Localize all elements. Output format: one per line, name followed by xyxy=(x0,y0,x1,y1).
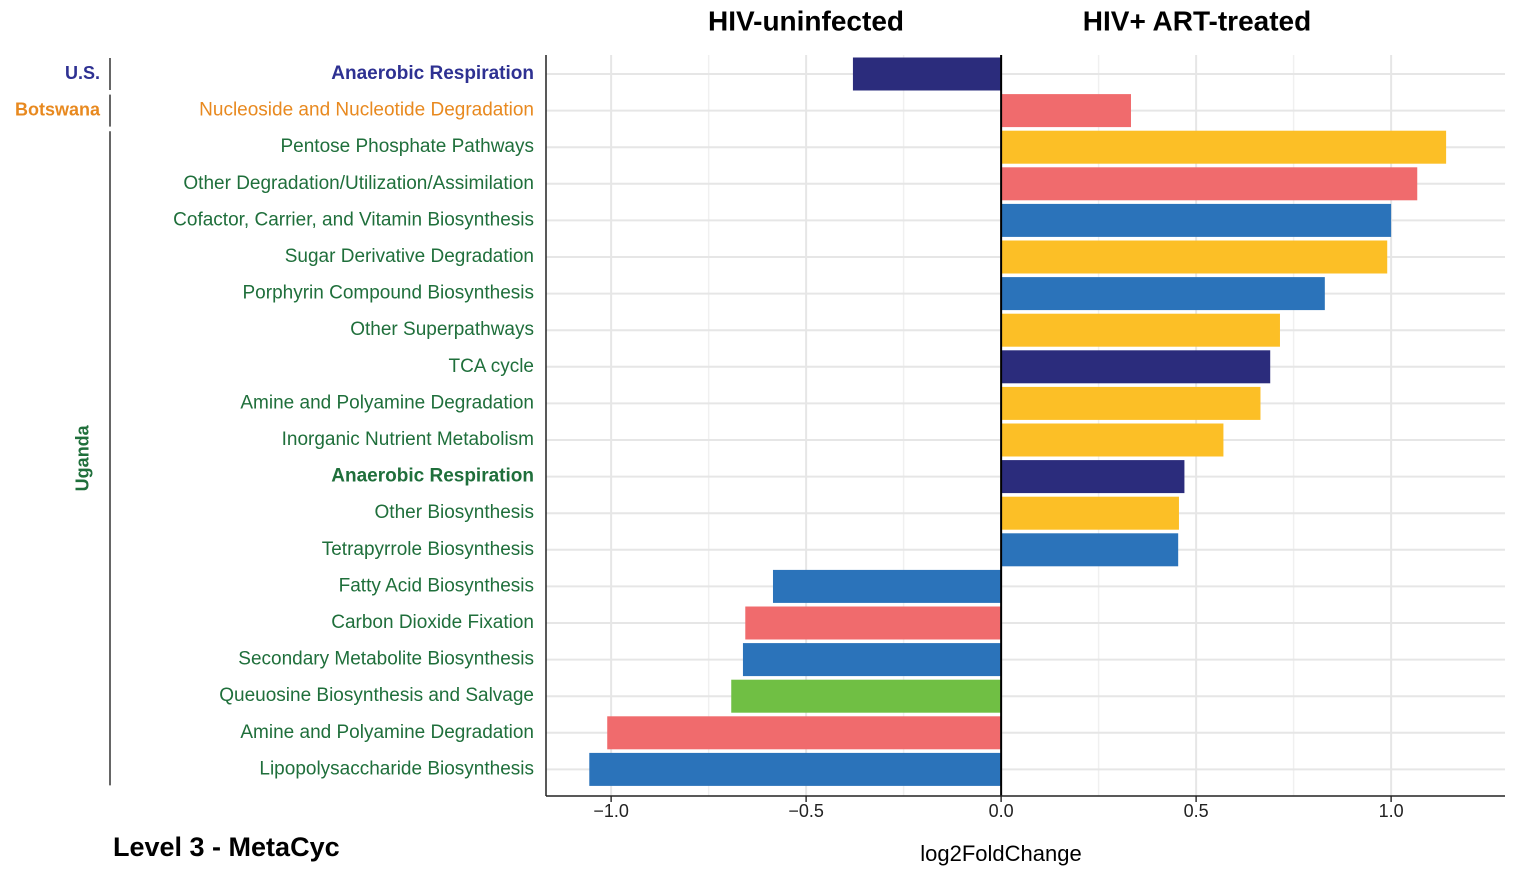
bar xyxy=(742,643,1002,677)
bar xyxy=(1001,94,1131,128)
y-tick-label: Other Biosynthesis xyxy=(375,502,534,523)
y-tick-label: Tetrapyrrole Biosynthesis xyxy=(322,539,534,560)
y-tick-label: Anaerobic Respiration xyxy=(331,466,534,487)
bar xyxy=(1001,350,1271,384)
y-tick-label: Queuosine Biosynthesis and Salvage xyxy=(219,685,534,706)
y-tick-label: Other Superpathways xyxy=(350,319,534,340)
bar xyxy=(1001,130,1447,164)
x-tick-label: 0.5 xyxy=(1184,801,1209,821)
y-tick-label: TCA cycle xyxy=(448,356,534,377)
y-tick-label: Secondary Metabolite Biosynthesis xyxy=(238,649,534,670)
bar xyxy=(1001,533,1179,567)
bar xyxy=(772,569,1002,603)
bar xyxy=(1001,167,1418,201)
panel-title: HIV+ ART-treated xyxy=(1083,5,1311,36)
y-tick-label: Carbon Dioxide Fixation xyxy=(331,612,534,633)
y-tick-label: Anaerobic Respiration xyxy=(331,63,534,84)
bar xyxy=(731,679,1002,713)
bar xyxy=(589,752,1002,786)
y-tick-label: Lipopolysaccharide Biosynthesis xyxy=(259,758,534,779)
bar xyxy=(1001,423,1224,457)
bar xyxy=(745,606,1002,640)
y-tick-label: Cofactor, Carrier, and Vitamin Biosynthe… xyxy=(173,209,534,230)
chart-title: Level 3 - MetaCyc xyxy=(113,832,340,862)
bar xyxy=(1001,203,1392,237)
bar xyxy=(1001,496,1179,530)
bar xyxy=(1001,386,1261,420)
panel-title: HIV-uninfected xyxy=(708,5,904,36)
y-tick-label: Nucleoside and Nucleotide Degradation xyxy=(199,100,534,121)
y-tick-label: Porphyrin Compound Biosynthesis xyxy=(243,283,535,304)
x-tick-label: −0.5 xyxy=(788,801,824,821)
y-tick-label: Sugar Derivative Degradation xyxy=(285,246,534,267)
x-tick-label: 0.0 xyxy=(989,801,1014,821)
y-tick-label: Amine and Polyamine Degradation xyxy=(240,722,534,743)
group-label: Botswana xyxy=(15,99,101,119)
bar xyxy=(1001,240,1388,274)
bar xyxy=(1001,313,1280,347)
y-tick-label: Fatty Acid Biosynthesis xyxy=(339,575,534,596)
bar xyxy=(852,57,1002,91)
bar xyxy=(1001,277,1325,311)
group-label: Uganda xyxy=(73,424,93,491)
x-axis-label: log2FoldChange xyxy=(920,841,1081,866)
group-label: U.S. xyxy=(65,63,100,83)
y-tick-label: Inorganic Nutrient Metabolism xyxy=(282,429,534,450)
x-tick-label: −1.0 xyxy=(593,801,629,821)
x-tick-label: 1.0 xyxy=(1379,801,1404,821)
y-tick-label: Other Degradation/Utilization/Assimilati… xyxy=(183,173,534,194)
y-tick-label: Amine and Polyamine Degradation xyxy=(240,392,534,413)
bar xyxy=(1001,460,1185,494)
bar xyxy=(607,716,1002,750)
y-tick-label: Pentose Phosphate Pathways xyxy=(280,136,534,157)
